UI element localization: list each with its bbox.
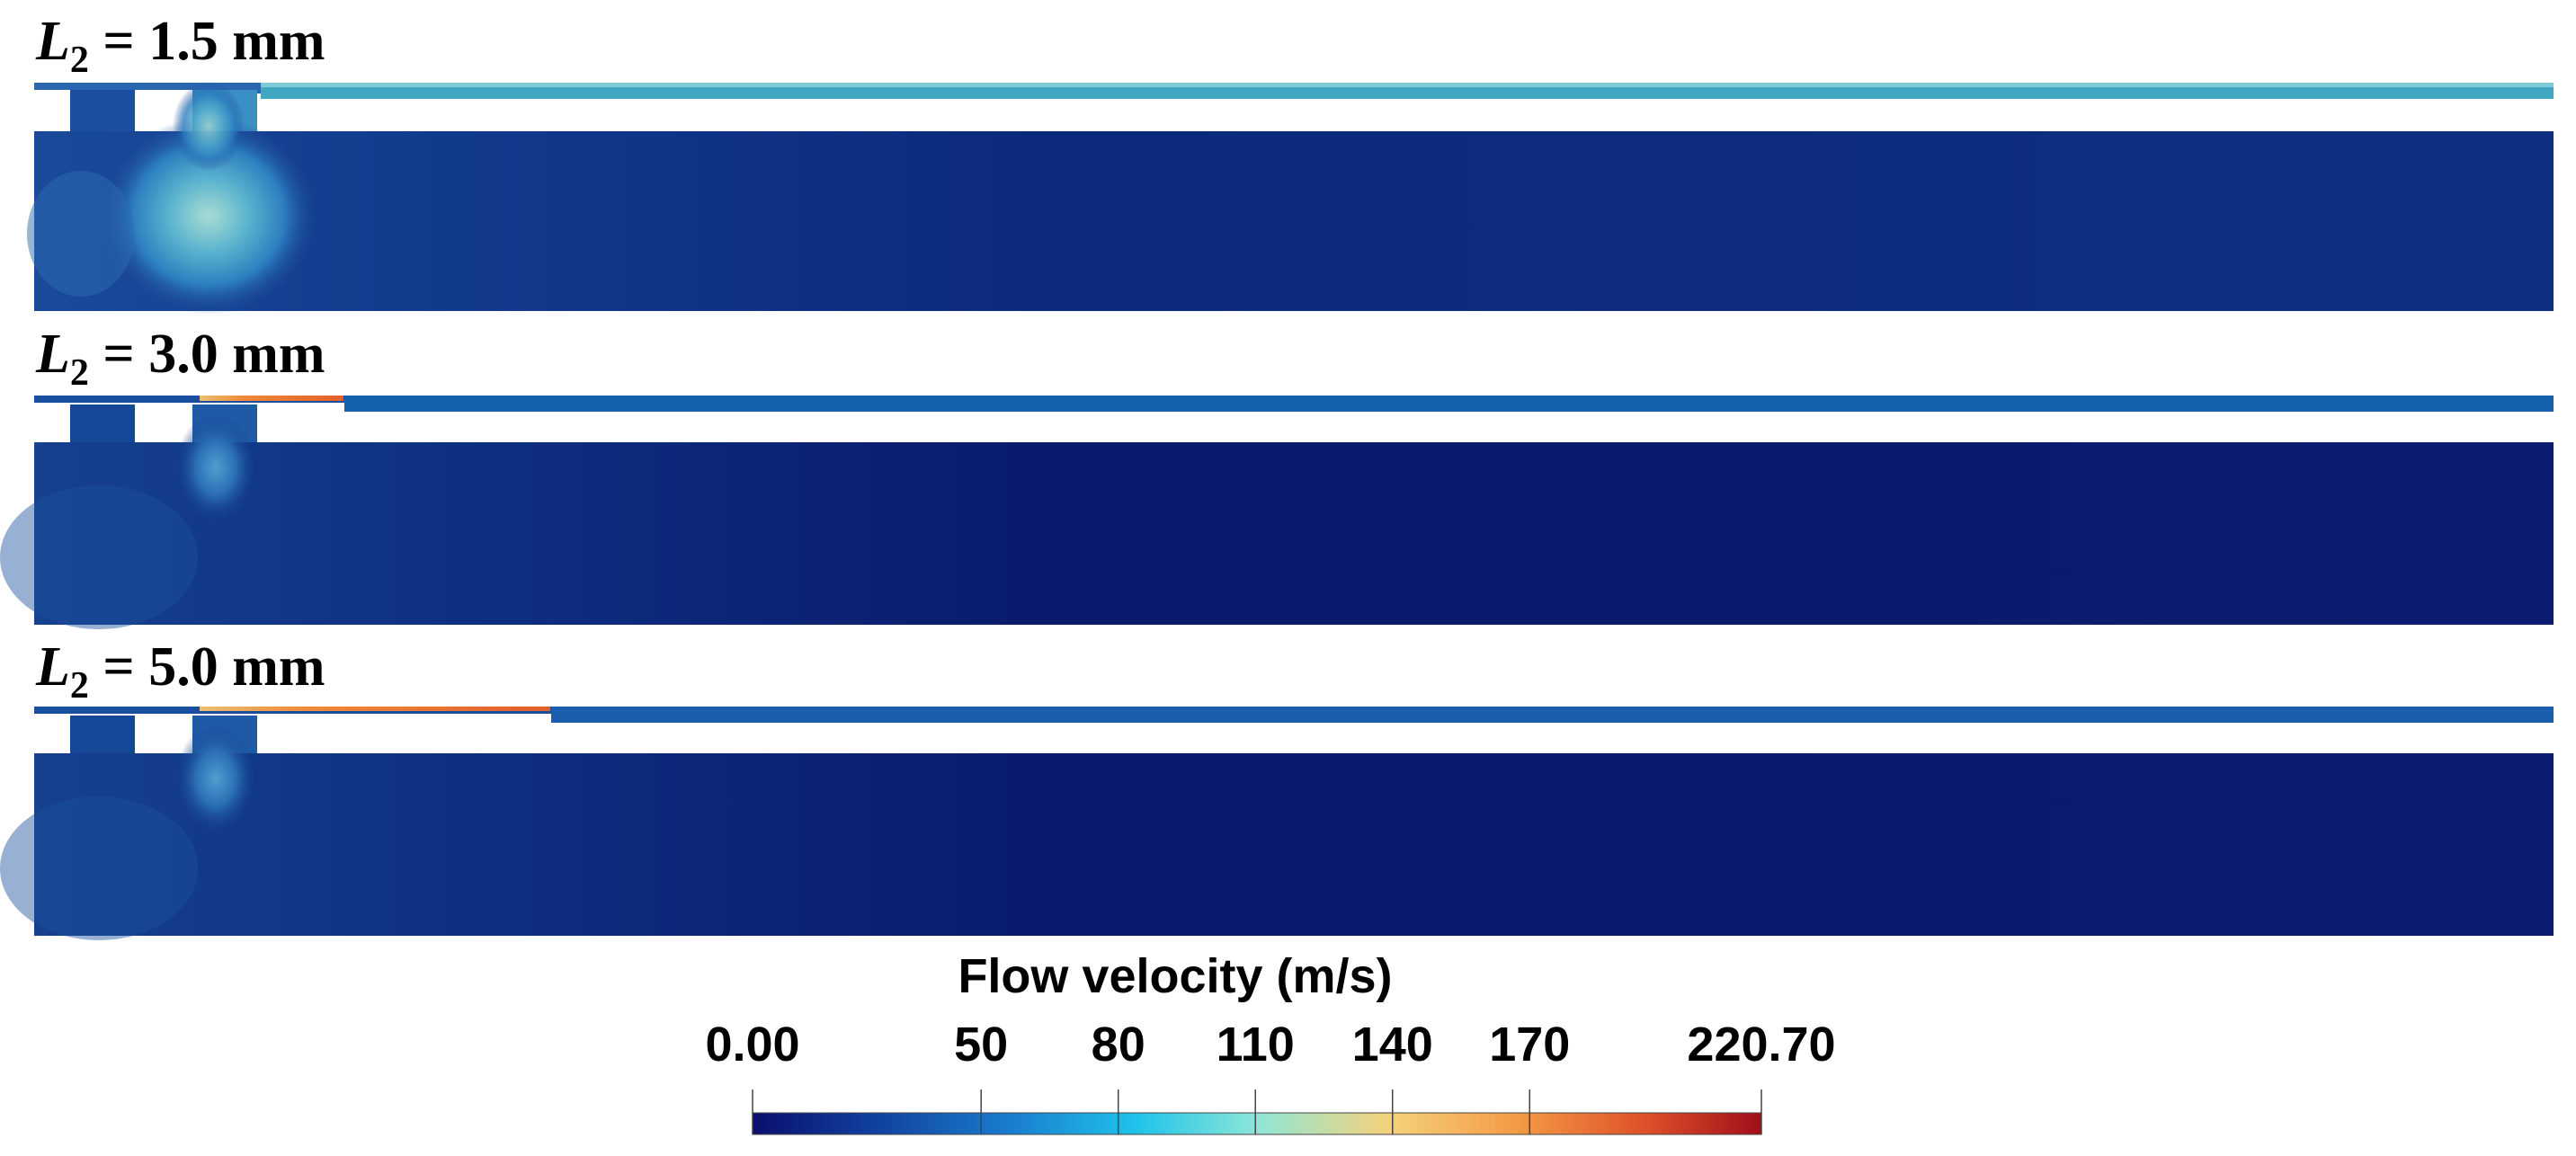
panel-2-symbol: L bbox=[35, 324, 70, 385]
colorbar: Flow velocity (m/s) 0.00 50 80 110 140 170 220… bbox=[705, 949, 1836, 1135]
panel-3-post bbox=[135, 716, 192, 753]
panel-1-label: L2 = 1.5 mm bbox=[35, 11, 325, 81]
panel-1-field bbox=[34, 131, 2554, 311]
panel-3-post bbox=[34, 716, 70, 753]
colorbar-tick-label: 110 bbox=[1217, 1018, 1295, 1072]
panel-1-symbol: L bbox=[35, 11, 70, 72]
panel-3-symbol: L bbox=[35, 636, 70, 698]
colorbar-tick-label: 140 bbox=[1352, 1018, 1433, 1072]
panel-3-field bbox=[34, 753, 2554, 936]
colorbar-title: Flow velocity (m/s) bbox=[958, 949, 1392, 1003]
panel-2-jet bbox=[175, 413, 256, 521]
panel-3-hot-film bbox=[200, 707, 550, 711]
panel-2-subscript: 2 bbox=[70, 352, 89, 394]
panel-1-subscript: 2 bbox=[70, 40, 89, 81]
colorbar-tick-label: 50 bbox=[954, 1018, 1008, 1072]
colorbar-ticks: 0.00 50 80 110 140 170 220.70 bbox=[705, 1018, 1836, 1134]
colorbar-gradient bbox=[752, 1112, 1762, 1135]
panel-3-text: = 5.0 mm bbox=[89, 636, 325, 698]
panel-3-post bbox=[257, 723, 2554, 753]
panel-2-channel bbox=[344, 396, 2554, 412]
panel-1-post bbox=[34, 90, 70, 131]
colorbar-tick-label: 170 bbox=[1489, 1018, 1570, 1072]
colorbar-tick-label: 0.00 bbox=[705, 1018, 799, 1072]
panel-2-post bbox=[34, 405, 70, 442]
panel-3-channel bbox=[551, 707, 2554, 723]
panel-3: L2 = 5.0 mm bbox=[0, 636, 2554, 940]
panel-2-hot-film bbox=[200, 396, 343, 401]
colorbar-tick-label: 80 bbox=[1092, 1018, 1145, 1072]
panel-2-text: = 3.0 mm bbox=[89, 324, 325, 385]
panel-2-post bbox=[257, 412, 2554, 442]
panel-2-inlet bbox=[34, 396, 344, 403]
panel-2-label: L2 = 3.0 mm bbox=[35, 324, 325, 394]
panel-1-text: = 1.5 mm bbox=[89, 11, 325, 72]
panel-3-label: L2 = 5.0 mm bbox=[35, 636, 325, 707]
panel-1-jet bbox=[101, 117, 316, 315]
panel-3-jet bbox=[175, 725, 256, 832]
panel-2: L2 = 3.0 mm bbox=[0, 324, 2554, 629]
panel-2-field bbox=[34, 442, 2554, 625]
panel-1-post bbox=[257, 99, 2554, 131]
colorbar-tick-label: 220.70 bbox=[1687, 1018, 1835, 1072]
panel-1: L2 = 1.5 mm bbox=[27, 11, 2554, 315]
panel-2-post bbox=[135, 405, 192, 442]
panel-3-subscript: 2 bbox=[70, 665, 89, 707]
